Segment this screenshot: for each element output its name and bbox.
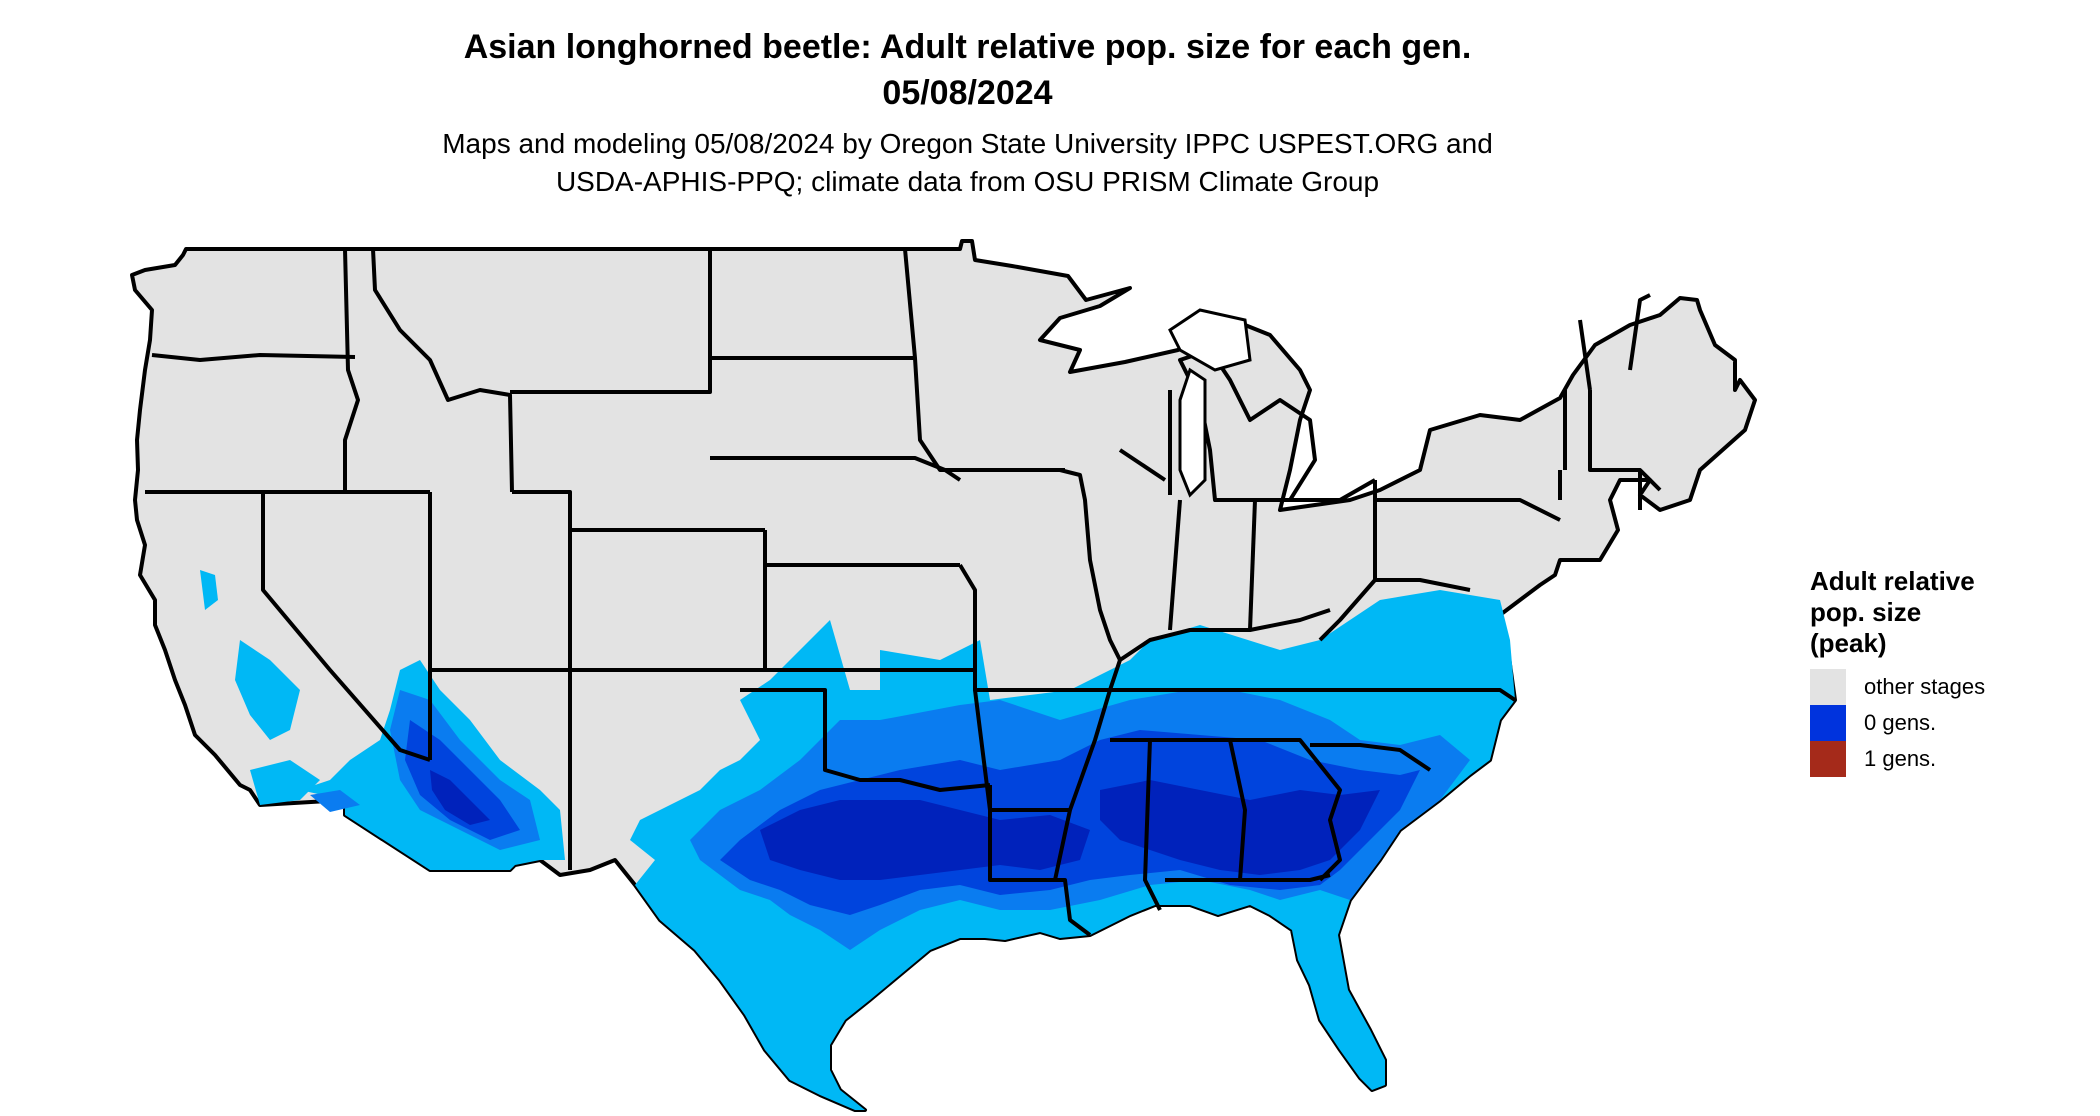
legend-title-line-3: (peak) — [1810, 628, 1887, 658]
legend-label: 0 gens. — [1864, 710, 1937, 735]
legend-item-other-stages: other stages — [1810, 669, 2040, 705]
legend-swatch — [1810, 705, 1846, 741]
title-line-1: Asian longhorned beetle: Adult relative … — [463, 28, 1472, 66]
legend-item-1-gens: 1 gens. — [1810, 741, 2040, 777]
legend-title-line-1: Adult relative — [1810, 566, 1975, 596]
subtitle-line-1: Maps and modeling 05/08/2024 by Oregon S… — [442, 128, 1493, 159]
legend-item-0-gens: 0 gens. — [1810, 705, 2040, 741]
legend-items: other stages 0 gens. 1 gens. — [1810, 669, 2040, 777]
title-line-2: 05/08/2024 — [882, 74, 1053, 112]
legend-title: Adult relative pop. size (peak) — [1810, 566, 2040, 659]
legend-swatch — [1810, 741, 1846, 777]
subtitle-line-2: USDA-APHIS-PPQ; climate data from OSU PR… — [555, 166, 1380, 197]
legend-label: other stages — [1864, 674, 1986, 699]
state-borders — [145, 248, 1662, 937]
map-title: Asian longhorned beetle: Adult relative … — [0, 24, 1935, 116]
map-subtitle: Maps and modeling 05/08/2024 by Oregon S… — [0, 125, 1935, 201]
pop-zone-deepest — [430, 770, 1380, 880]
legend-swatch — [1810, 669, 1846, 705]
legend-label: 1 gens. — [1864, 746, 1937, 771]
great-lakes — [1168, 308, 1252, 498]
legend-title-line-2: pop. size — [1810, 597, 1922, 627]
legend: Adult relative pop. size (peak) other st… — [1810, 566, 2040, 777]
